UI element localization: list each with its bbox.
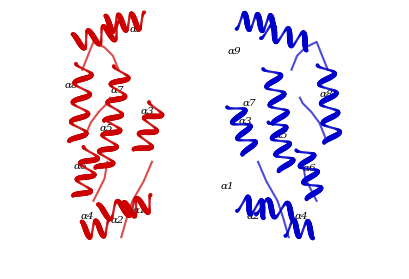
Text: α8: α8 [319,90,333,99]
Text: α1: α1 [132,206,146,215]
Text: α9: α9 [130,25,143,34]
Text: α3: α3 [238,117,252,126]
Text: α6: α6 [302,164,316,173]
Text: α4: α4 [294,212,307,221]
Text: α5: α5 [99,124,112,133]
Text: α9: α9 [227,47,240,56]
Text: α3: α3 [141,107,154,116]
Text: α4: α4 [81,212,94,221]
Text: α7: α7 [110,86,124,95]
Text: α8: α8 [65,81,78,90]
Text: α5: α5 [274,131,288,140]
Text: α6: α6 [74,162,88,170]
Text: α7: α7 [242,99,256,108]
Text: α2: α2 [246,212,260,221]
Text: α1: α1 [220,182,234,191]
Text: α2: α2 [110,216,124,225]
